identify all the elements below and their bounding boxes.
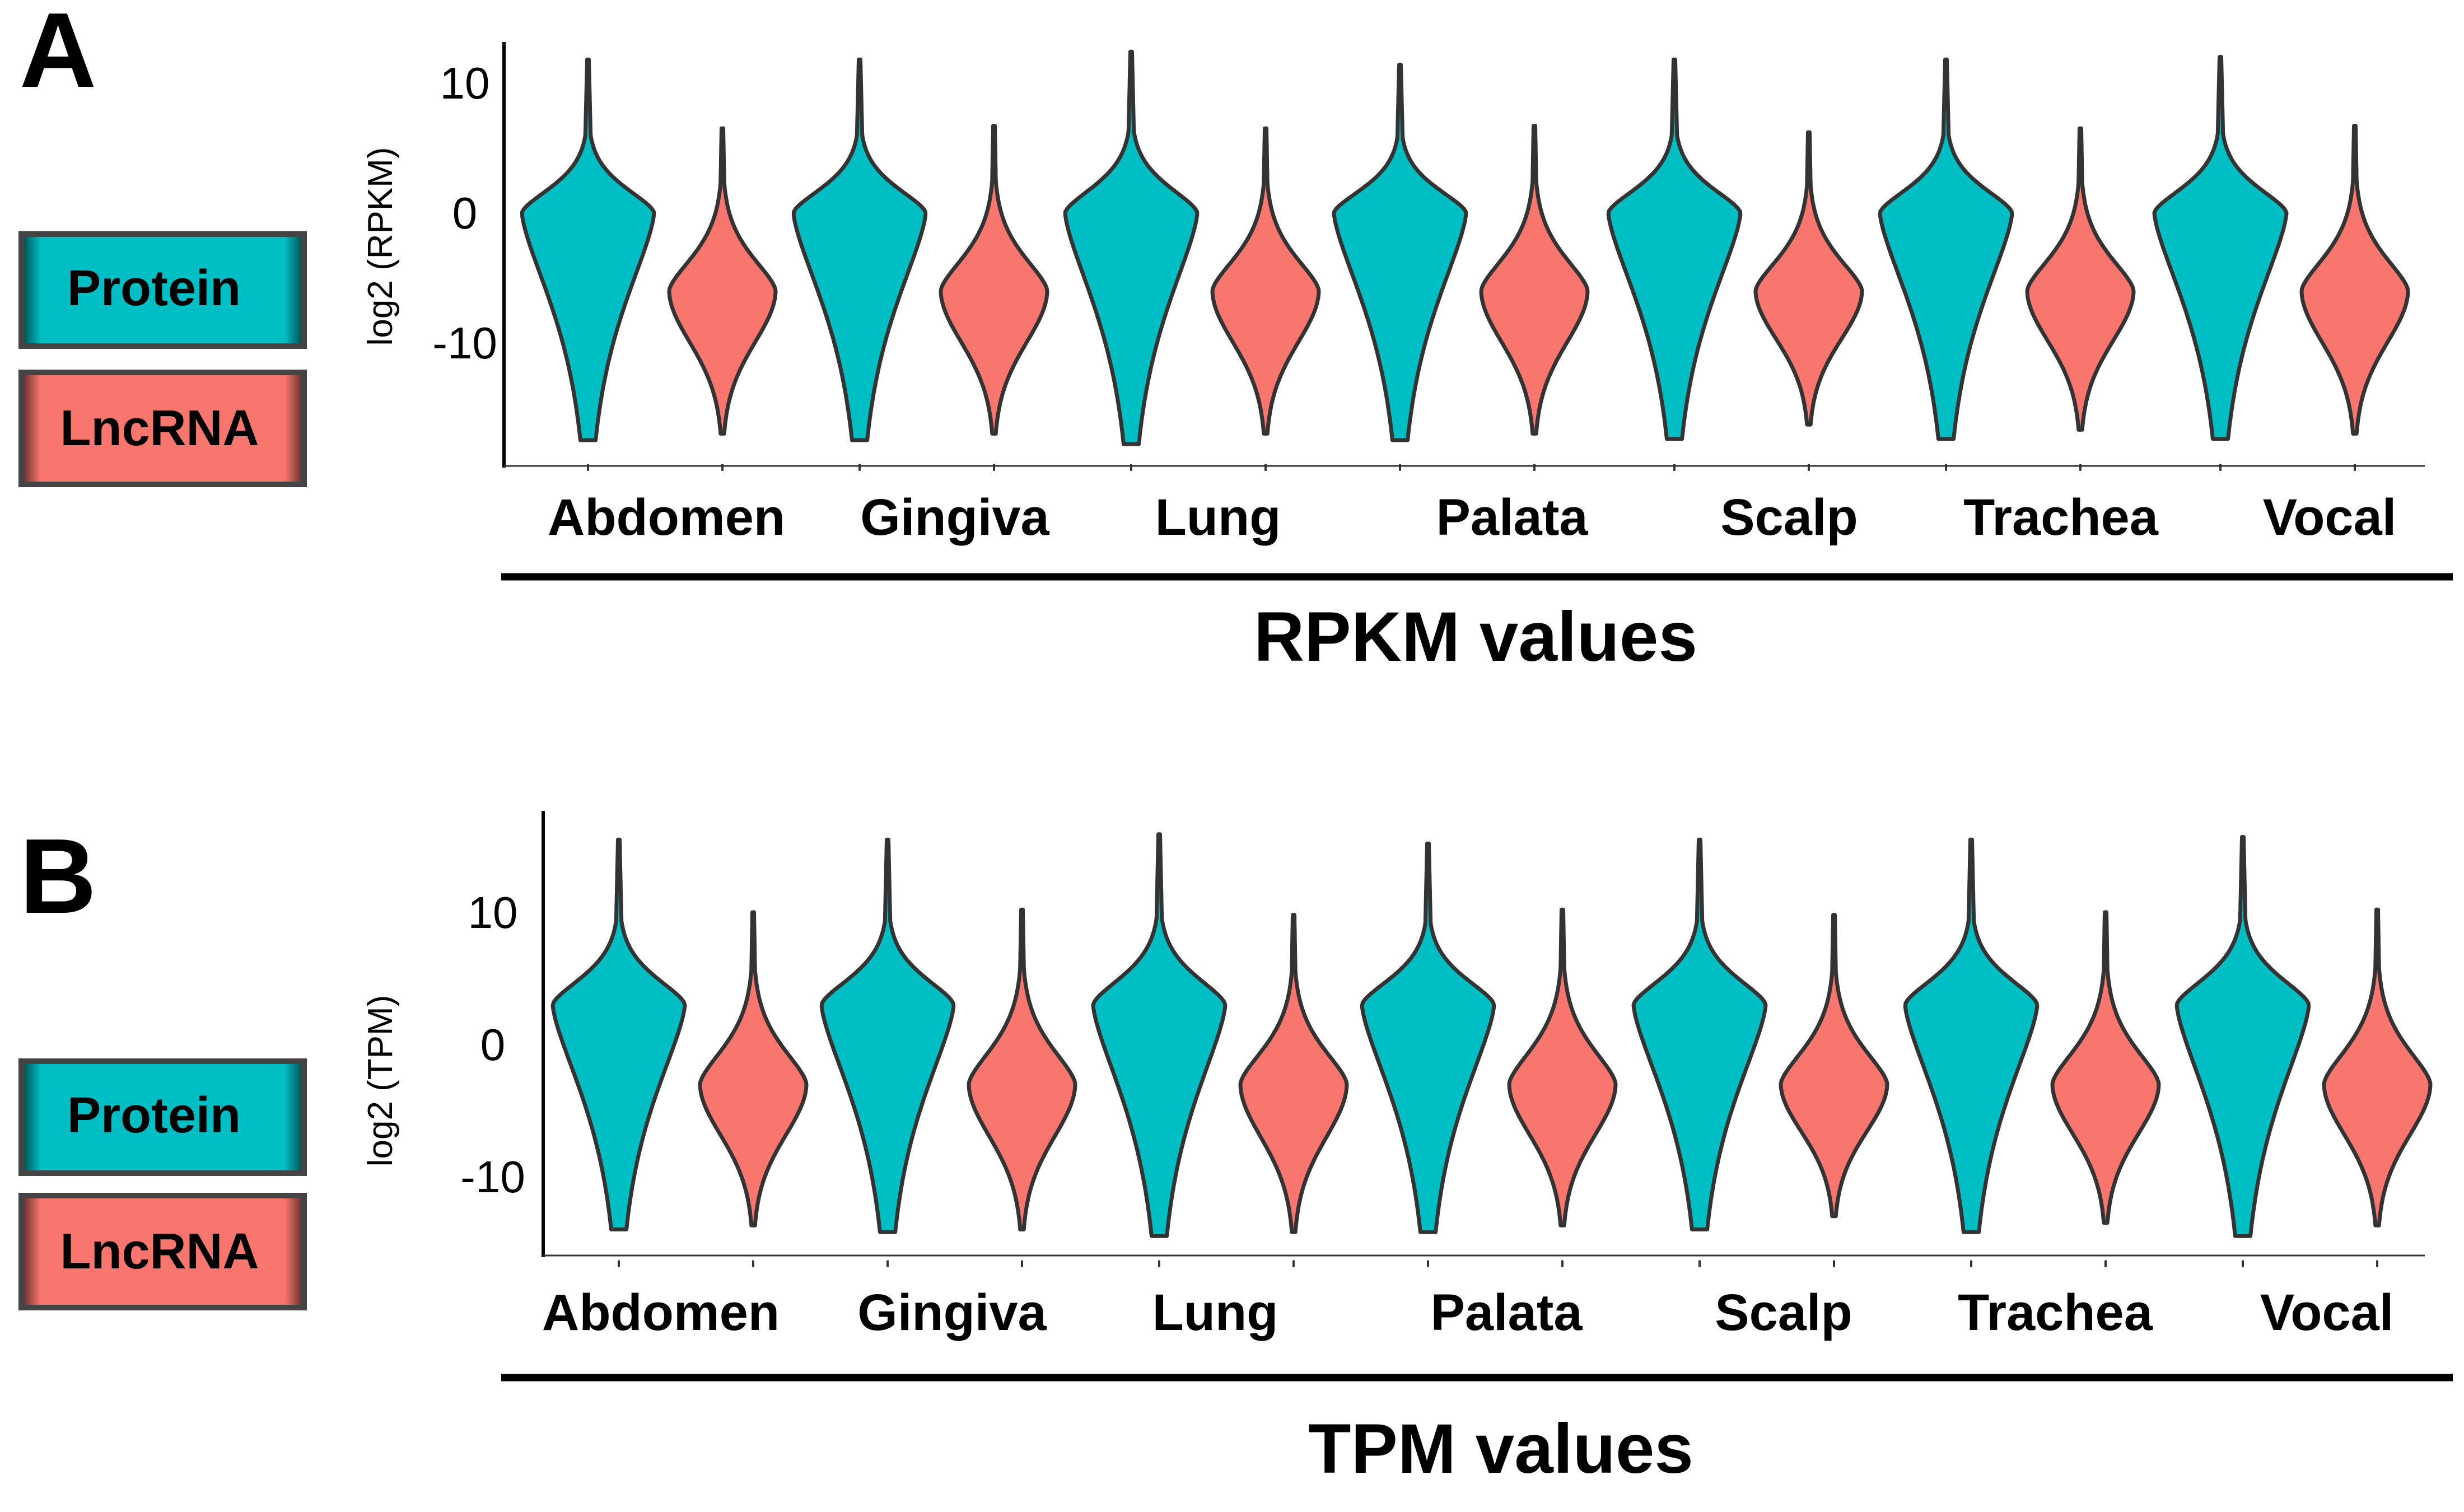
violin-b-lung-lncrna bbox=[1238, 913, 1349, 1234]
violin-b-palata-protein bbox=[1360, 841, 1496, 1234]
x-label-b-palata: Palata bbox=[1430, 1284, 1583, 1341]
section-label-a: RPKM values bbox=[1254, 598, 1697, 676]
y-tick-label-a--10: -10 bbox=[432, 318, 497, 368]
violin-a-vocal-protein bbox=[2152, 55, 2289, 441]
violin-a-gingiva-lncrna bbox=[939, 124, 1049, 436]
violins-a bbox=[520, 49, 2410, 471]
y-tick-label-b--10: -10 bbox=[460, 1152, 525, 1202]
x-label-a-abdomen: Abdomen bbox=[548, 489, 785, 546]
violin-a-scalp-lncrna bbox=[1753, 130, 1864, 427]
legend-a-lncrna-swatch bbox=[18, 370, 307, 487]
violin-b-palata-lncrna bbox=[1507, 907, 1618, 1228]
violin-b-gingiva-lncrna bbox=[967, 907, 1077, 1231]
x-label-b-gingiva: Gingiva bbox=[857, 1284, 1047, 1341]
violin-a-vocal-lncrna bbox=[2299, 124, 2410, 436]
x-label-b-trachea: Trachea bbox=[1958, 1284, 2153, 1341]
legend-a-protein-swatch bbox=[18, 231, 307, 349]
x-label-a-gingiva: Gingiva bbox=[860, 489, 1049, 546]
x-label-a-trachea: Trachea bbox=[1963, 489, 2159, 546]
legend-a-lncrna-label: LncRNA bbox=[60, 400, 259, 456]
x-label-a-scalp: Scalp bbox=[1720, 489, 1858, 546]
legend-b: Protein LncRNA bbox=[18, 1058, 307, 1310]
x-label-a-lung: Lung bbox=[1155, 489, 1281, 546]
legend-b-protein: Protein bbox=[18, 1058, 307, 1176]
y-axis-label-b: log2 (TPM) bbox=[361, 995, 400, 1167]
violin-a-palata-lncrna bbox=[1479, 124, 1590, 436]
violin-a-lung-lncrna bbox=[1210, 126, 1321, 436]
violin-b-vocal-lncrna bbox=[2322, 907, 2433, 1228]
y-ticks-b: 10 0 -10 bbox=[460, 888, 525, 1202]
y-tick-label-b-0: 0 bbox=[480, 1020, 506, 1070]
violin-a-trachea-protein bbox=[1878, 57, 2014, 441]
violin-b-scalp-lncrna bbox=[1779, 913, 1889, 1219]
legend-a-lncrna: LncRNA bbox=[18, 370, 307, 487]
y-axis-label-a: log2 (RPKM) bbox=[361, 147, 400, 346]
y-tick-label-a-0: 0 bbox=[452, 188, 478, 238]
x-labels-b: Abdomen Gingiva Lung Palata Scalp Trachea Voca… bbox=[542, 1284, 2393, 1341]
x-label-b-vocal: Vocal bbox=[2260, 1284, 2394, 1341]
x-label-b-scalp: Scalp bbox=[1715, 1284, 1852, 1341]
violin-b-trachea-lncrna bbox=[2050, 910, 2161, 1225]
violin-b-vocal-protein bbox=[2174, 835, 2311, 1238]
violin-b-abdomen-protein bbox=[550, 837, 687, 1231]
y-ticks-a: 10 0 -10 bbox=[432, 58, 497, 368]
violin-a-scalp-protein bbox=[1606, 57, 1743, 441]
violin-b-scalp-protein bbox=[1631, 837, 1768, 1231]
violin-a-abdomen-lncrna bbox=[667, 126, 778, 436]
legend-a-protein-label: Protein bbox=[67, 260, 241, 316]
violin-a-trachea-lncrna bbox=[2025, 126, 2136, 432]
x-label-a-palata: Palata bbox=[1436, 489, 1588, 546]
x-label-a-vocal: Vocal bbox=[2263, 489, 2397, 546]
legend-b-protein-swatch bbox=[18, 1058, 307, 1176]
panel-a: A Protein LncRNA 10 0 -10 log2 (RPKM) Abdo… bbox=[18, 0, 2453, 676]
violins-b bbox=[550, 832, 2433, 1267]
violin-b-abdomen-lncrna bbox=[698, 910, 809, 1228]
section-label-b: TPM values bbox=[1308, 1410, 1693, 1488]
legend-b-lncrna-swatch bbox=[18, 1193, 307, 1310]
violin-a-palata-protein bbox=[1332, 63, 1468, 442]
legend-b-protein-label: Protein bbox=[67, 1088, 241, 1144]
legend-a: Protein LncRNA bbox=[18, 231, 307, 487]
x-label-b-lung: Lung bbox=[1152, 1284, 1278, 1341]
panel-b: B Protein LncRNA 10 0 -10 log2 (TPM) Abdom… bbox=[18, 811, 2453, 1488]
violin-b-gingiva-protein bbox=[819, 837, 956, 1234]
violin-b-trachea-protein bbox=[1903, 837, 2040, 1234]
panel-letter-a: A bbox=[20, 0, 96, 110]
y-tick-label-a-10: 10 bbox=[440, 58, 490, 108]
legend-a-protein: Protein bbox=[18, 231, 307, 349]
violin-b-lung-protein bbox=[1091, 832, 1228, 1238]
x-labels-a: Abdomen Gingiva Lung Palata Scalp Trachea Voca… bbox=[548, 489, 2396, 546]
y-tick-label-b-10: 10 bbox=[468, 888, 518, 937]
x-label-b-abdomen: Abdomen bbox=[542, 1284, 780, 1341]
violin-a-lung-protein bbox=[1063, 49, 1200, 446]
legend-b-lncrna: LncRNA bbox=[18, 1193, 307, 1310]
violin-a-gingiva-protein bbox=[791, 57, 928, 442]
panel-letter-b: B bbox=[20, 817, 96, 936]
violin-a-abdomen-protein bbox=[520, 57, 656, 442]
legend-b-lncrna-label: LncRNA bbox=[60, 1224, 259, 1280]
